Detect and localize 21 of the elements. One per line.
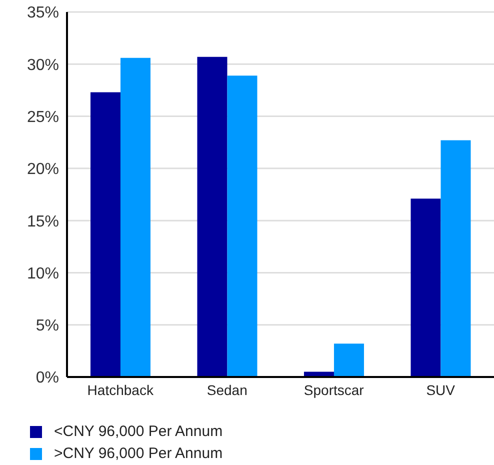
bar — [197, 56, 228, 377]
x-tick-label: Sportscar — [304, 382, 364, 398]
bar — [440, 140, 471, 377]
legend-label: >CNY 96,000 Per Annum — [54, 445, 223, 462]
y-tick-label: 15% — [26, 213, 59, 230]
x-tick-label: Sedan — [206, 382, 248, 398]
x-tick-label: SUV — [426, 382, 456, 398]
y-tick-label: 10% — [26, 265, 59, 282]
bar — [227, 76, 258, 377]
y-tick-label: 0% — [36, 370, 59, 387]
y-tick-label: 25% — [26, 108, 59, 126]
y-tick-label: 5% — [36, 318, 59, 335]
x-tick-label: Hatchback — [87, 382, 154, 398]
bar — [410, 198, 441, 377]
bar — [120, 58, 150, 377]
y-tick-label: 30% — [26, 56, 59, 74]
bar — [90, 92, 120, 377]
bar — [334, 344, 364, 377]
legend-label: <CNY 96,000 Per Annum — [54, 423, 223, 440]
y-tick-label: 35% — [26, 4, 59, 22]
y-tick-label: 20% — [26, 161, 59, 178]
